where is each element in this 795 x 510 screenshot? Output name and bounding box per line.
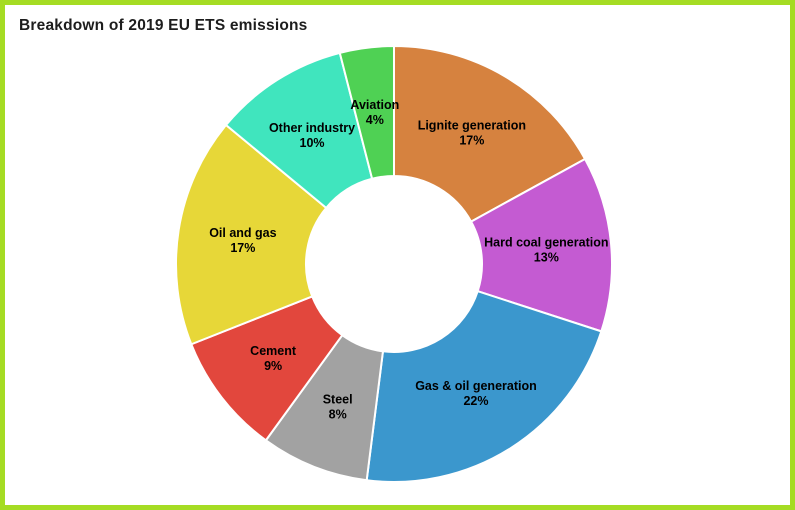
slice-gas-oil-generation[interactable]: [365, 290, 603, 483]
slice-label-lignite-generation: Lignite generation 17%: [418, 118, 526, 147]
chart-title: Breakdown of 2019 EU ETS emissions: [19, 17, 308, 34]
donut-chart: Lignite generation 17% Hard coal generatio…: [175, 45, 613, 483]
slice-label-steel: Steel 8%: [323, 392, 353, 421]
slice-label-aviation: Aviation 4%: [350, 98, 399, 127]
slice-label-oil-and-gas: Oil and gas 17%: [209, 226, 276, 255]
donut-chart-container: Lignite generation 17% Hard coal generatio…: [5, 5, 790, 505]
slice-label-gas-oil-generation: Gas & oil generation 22%: [415, 379, 537, 408]
slice-hard-coal-generation[interactable]: [470, 157, 613, 333]
slice-oil-and-gas[interactable]: [175, 124, 328, 346]
slice-label-cement: Cement 9%: [250, 344, 297, 373]
slice-aviation[interactable]: [338, 45, 395, 180]
slice-label-hard-coal-generation: Hard coal generation 13%: [484, 236, 608, 265]
slice-lignite-generation[interactable]: [393, 45, 587, 223]
slice-label-other-industry: Other industry 10%: [269, 121, 355, 150]
